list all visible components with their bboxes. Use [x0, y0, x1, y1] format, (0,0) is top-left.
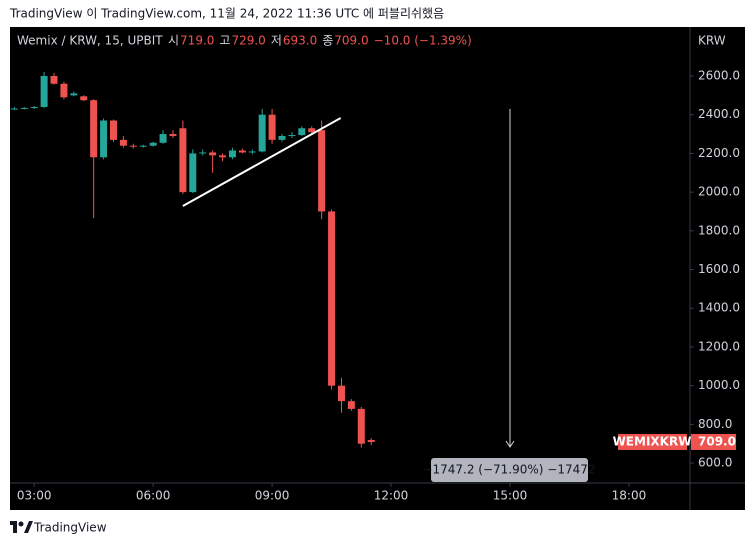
- candle-body: [258, 114, 266, 152]
- candle-body: [90, 100, 98, 158]
- y-tick-label: 1000.0: [698, 378, 740, 392]
- candle-body: [308, 128, 316, 133]
- x-tick-label: 06:00: [136, 489, 171, 503]
- x-tick-label: 15:00: [493, 489, 528, 503]
- candle-body: [367, 440, 375, 442]
- ohlc-legend: 시 719.0 고 729.0 저 693.0 종 709.0 −10.0 (−1.39%): [168, 34, 472, 48]
- y-tick-label: 2400.0: [698, 107, 740, 121]
- candle-body: [219, 155, 227, 158]
- candle-body: [159, 134, 167, 143]
- candle-body: [109, 120, 117, 140]
- x-tick-label: 18:00: [612, 489, 647, 503]
- y-tick-label: 2600.0: [698, 68, 740, 82]
- candle-body: [50, 75, 58, 84]
- candle-body: [179, 128, 187, 193]
- candle-body: [10, 108, 18, 110]
- candle-body: [119, 139, 127, 146]
- candle-body: [238, 150, 246, 153]
- candle-body: [20, 107, 28, 109]
- candle-body: [337, 385, 345, 402]
- caption: TradingView 이 TradingView.com, 11월 24, 2…: [9, 7, 444, 21]
- last-price-marker: [691, 433, 736, 450]
- y-tick-label: 1400.0: [698, 301, 740, 315]
- candle-body: [189, 153, 197, 193]
- candle-body: [80, 96, 88, 101]
- y-tick-label: 1200.0: [698, 339, 740, 353]
- candle-body: [347, 401, 355, 409]
- ohlc-label: 저: [271, 34, 282, 48]
- candle-body: [100, 120, 108, 158]
- measure-label-bg: [431, 458, 588, 482]
- candle-body: [278, 135, 286, 140]
- change: −10.0 (−1.39%): [374, 34, 472, 48]
- candle-body: [70, 93, 78, 96]
- candle-body: [129, 145, 137, 147]
- last-price-name: WEMIXKRW: [613, 434, 692, 448]
- ohlc-value: 693.0: [283, 34, 317, 48]
- x-tick-label: 03:00: [17, 489, 52, 503]
- y-tick-label: 1800.0: [698, 223, 740, 237]
- logo: [10, 521, 33, 533]
- candle-body: [169, 134, 177, 136]
- x-tick-label: 09:00: [255, 489, 290, 503]
- candle-body: [199, 152, 207, 154]
- y-tick-label: 2000.0: [698, 185, 740, 199]
- y-tick-label: 2200.0: [698, 146, 740, 160]
- candle-body: [357, 408, 365, 444]
- candle-body: [209, 152, 217, 156]
- y-tick-label: 600.0: [698, 456, 732, 470]
- candle-body: [268, 114, 276, 140]
- candle-body: [60, 83, 68, 98]
- ohlc-value: 719.0: [180, 34, 214, 48]
- candle-body: [30, 106, 38, 108]
- candle-body: [328, 211, 336, 386]
- last-price-label: 709.0: [698, 434, 736, 448]
- y-tick-label: 1600.0: [698, 262, 740, 276]
- candle-body: [228, 150, 236, 158]
- trendline: [182, 117, 342, 207]
- chart-panel: [10, 27, 745, 510]
- ohlc-label: 시: [168, 34, 179, 48]
- symbol: Wemix / KRW, 15, UPBIT: [17, 34, 163, 48]
- candle-body: [288, 135, 296, 137]
- ohlc-value: 709.0: [334, 34, 368, 48]
- candle-body: [318, 130, 326, 212]
- ohlc-value: 729.0: [231, 34, 265, 48]
- ohlc-label: 종: [322, 34, 333, 48]
- last-price-name-bg: [618, 433, 687, 450]
- candle-body: [248, 151, 256, 153]
- y-axis-label: KRW: [698, 34, 726, 48]
- candle-body: [298, 128, 306, 136]
- y-tick-label: 800.0: [698, 417, 732, 431]
- footer-brand: TradingView: [33, 521, 107, 535]
- x-tick-label: 12:00: [374, 489, 409, 503]
- ohlc-label: 고: [219, 34, 230, 48]
- candle-body: [149, 142, 157, 146]
- candle-body: [40, 75, 48, 107]
- candle-body: [139, 145, 147, 147]
- measure-arrowhead: [505, 440, 515, 448]
- measure-label: −1747.2 (−71.90%) −17472: [422, 463, 595, 477]
